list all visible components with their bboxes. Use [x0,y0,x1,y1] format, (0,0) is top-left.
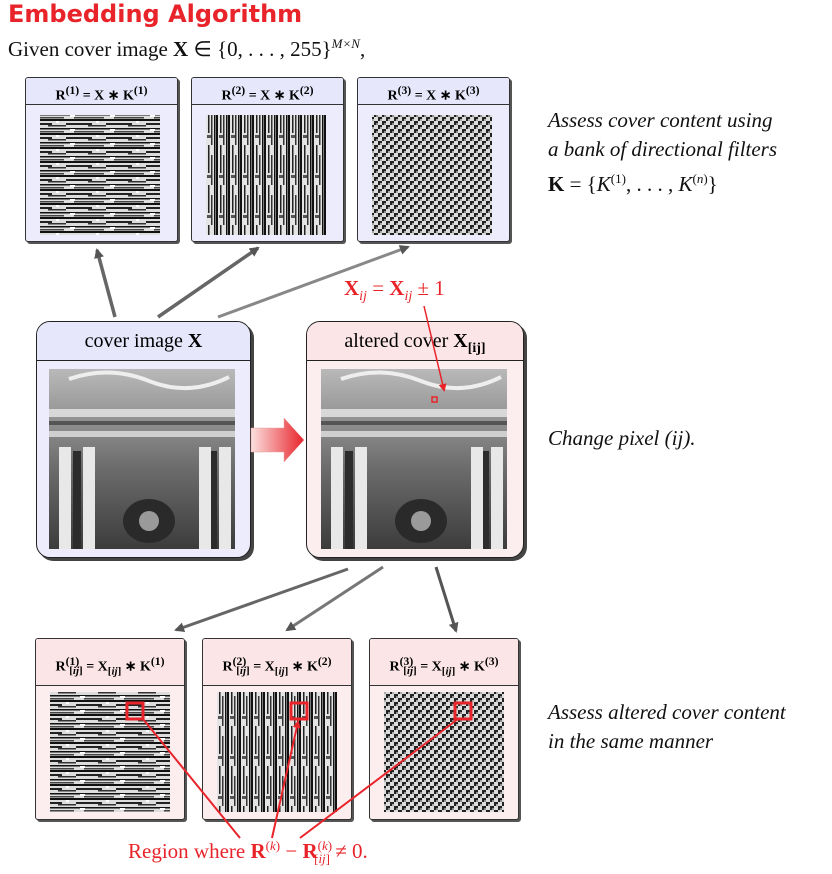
arrow-cover-to-filter-1 [94,248,117,318]
filter-response-1-image [40,115,160,235]
intro-text: Given cover image X ∈ {0, . . . , 255}M×… [8,36,366,61]
filter-response-3: R(3) = X ∗ K(3) [357,77,510,242]
altered-cover-panel: altered cover X[ij] [306,321,524,558]
region-marker-1 [125,701,145,721]
region-pointer-2 [271,720,301,839]
side-note-assess-line3: K = {K(1), . . . , K(n)} [548,171,718,196]
side-note-assess-altered-line1: Assess altered cover content [548,700,786,724]
region-label: Region where R(k) − R(k)[ij] ≠ 0. [128,838,368,867]
region-pointer-1 [142,718,241,839]
altered-response-2-label: R(2)[ij] = X[ij] ∗ K(2) [203,639,351,686]
arrow-altered-to-response-2 [285,565,384,632]
filter-response-1-label: R(1) = X ∗ K(1) [26,78,177,105]
altered-response-1-image [50,692,170,812]
arrow-cover-to-filter-2 [157,246,260,319]
altered-response-3-label: R(3)[ij] = X[ij] ∗ K(3) [370,639,518,686]
altered-response-3: R(3)[ij] = X[ij] ∗ K(3) [369,638,519,820]
region-marker-3 [453,701,473,721]
filter-response-1: R(1) = X ∗ K(1) [25,77,178,242]
cover-image-panel: cover image X [36,321,251,558]
side-note-assess-line1: Assess cover content using [548,108,773,132]
altered-cover-image [321,369,507,549]
altered-response-1-label: R(1)[ij] = X[ij] ∗ K(1) [36,639,184,686]
side-note-assess-altered: Assess altered cover content in the same… [548,698,786,756]
filter-response-3-label: R(3) = X ∗ K(3) [358,78,509,105]
altered-response-3-image [384,692,504,812]
region-marker-2 [289,701,309,721]
side-note-change: Change pixel (ij). [548,426,696,450]
altered-response-2: R(2)[ij] = X[ij] ∗ K(2) [202,638,352,820]
arrow-altered-to-response-1 [174,567,349,633]
arrow-cover-to-filter-3 [217,245,410,319]
transition-arrow [250,417,305,463]
filter-response-2-label: R(2) = X ∗ K(2) [192,78,343,105]
changed-pixel-marker [431,396,438,403]
arrow-altered-to-response-3 [434,566,459,633]
side-note-assess: Assess cover content using a bank of dir… [548,106,777,199]
side-note-assess-line2: a bank of directional filters [548,137,778,161]
cover-image-label: cover image X [37,322,250,361]
region-pointer-3 [299,718,459,839]
filter-response-2: R(2) = X ∗ K(2) [191,77,344,242]
side-note-assess-altered-line2: in the same manner [548,729,714,753]
slide-title: Embedding Algorithm [8,0,303,28]
pixel-change-pointer [423,305,447,392]
altered-response-2-image [217,692,337,812]
filter-response-2-image [206,115,326,235]
filter-response-3-image [372,115,492,235]
altered-cover-label: altered cover X[ij] [307,322,523,361]
altered-response-1: R(1)[ij] = X[ij] ∗ K(1) [35,638,185,820]
pixel-change-equation: Xij = Xij ± 1 [344,276,445,305]
cover-image [49,369,235,549]
